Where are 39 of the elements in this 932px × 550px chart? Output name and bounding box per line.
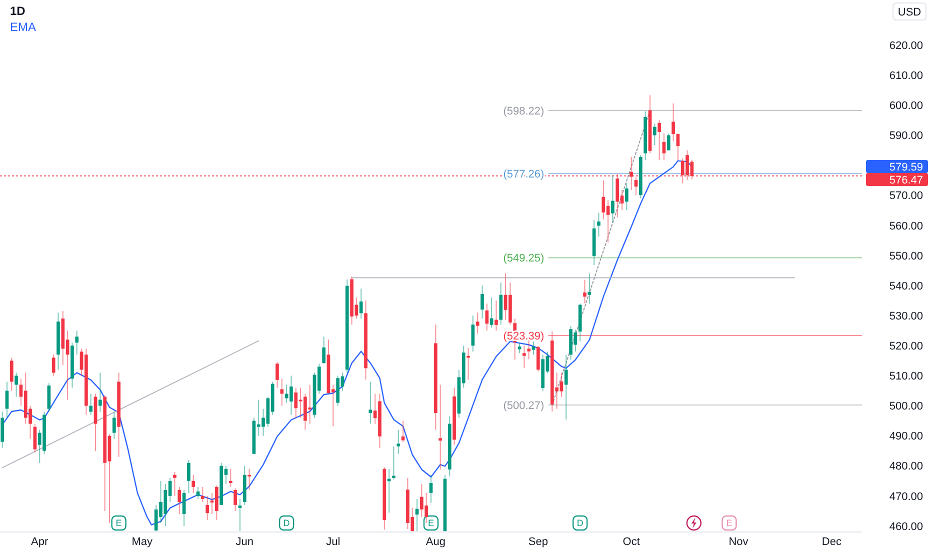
x-tick-label: Jun bbox=[236, 536, 254, 548]
y-tick-label: 470.00 bbox=[889, 490, 923, 503]
y-tick-label: 620.00 bbox=[889, 40, 923, 52]
ref-line-label: (598.22) bbox=[503, 105, 544, 118]
y-tick-label: 560.00 bbox=[889, 220, 923, 232]
ref-line-label: (500.27) bbox=[503, 400, 544, 412]
y-tick-label: 460.00 bbox=[889, 520, 923, 533]
text: EMA bbox=[10, 20, 36, 34]
x-tick-label: Oct bbox=[622, 536, 640, 548]
x-tick-label: Nov bbox=[728, 536, 749, 548]
y-tick-label: 540.00 bbox=[889, 280, 923, 292]
chart-title: 1D bbox=[10, 4, 26, 18]
x-tick-label: Aug bbox=[426, 536, 446, 548]
y-tick-label: 600.00 bbox=[889, 100, 923, 112]
annotation: E bbox=[116, 518, 122, 528]
y-tick-label: 490.00 bbox=[889, 430, 923, 443]
text: 579.59 bbox=[889, 161, 923, 174]
ref-line-label: 576.47 bbox=[889, 174, 923, 186]
x-tick-label: May bbox=[132, 536, 154, 548]
y-tick-label: 590.00 bbox=[889, 130, 923, 142]
text: USD bbox=[898, 6, 922, 18]
ref-line-label: (577.26) bbox=[503, 168, 544, 180]
x-tick-label: Dec bbox=[822, 536, 842, 548]
x-tick-label: Sep bbox=[528, 536, 548, 548]
y-tick-label: 520.00 bbox=[889, 340, 923, 352]
x-tick-label: Jul bbox=[326, 536, 340, 548]
annotation: D bbox=[283, 518, 290, 528]
annotation: D bbox=[576, 518, 584, 528]
y-tick-label: 570.00 bbox=[889, 190, 923, 202]
y-tick-label: 500.00 bbox=[889, 400, 923, 413]
y-tick-label: 530.00 bbox=[889, 310, 923, 322]
annotation: E bbox=[726, 518, 732, 528]
ref-line-label: (549.25) bbox=[503, 252, 544, 265]
x-tick-label: Apr bbox=[31, 536, 48, 548]
y-tick-label: 480.00 bbox=[889, 460, 923, 473]
y-tick-label: 510.00 bbox=[889, 370, 923, 383]
annotation: E bbox=[428, 518, 434, 528]
y-tick-label: 550.00 bbox=[889, 250, 923, 262]
y-tick-label: 610.00 bbox=[889, 70, 923, 82]
